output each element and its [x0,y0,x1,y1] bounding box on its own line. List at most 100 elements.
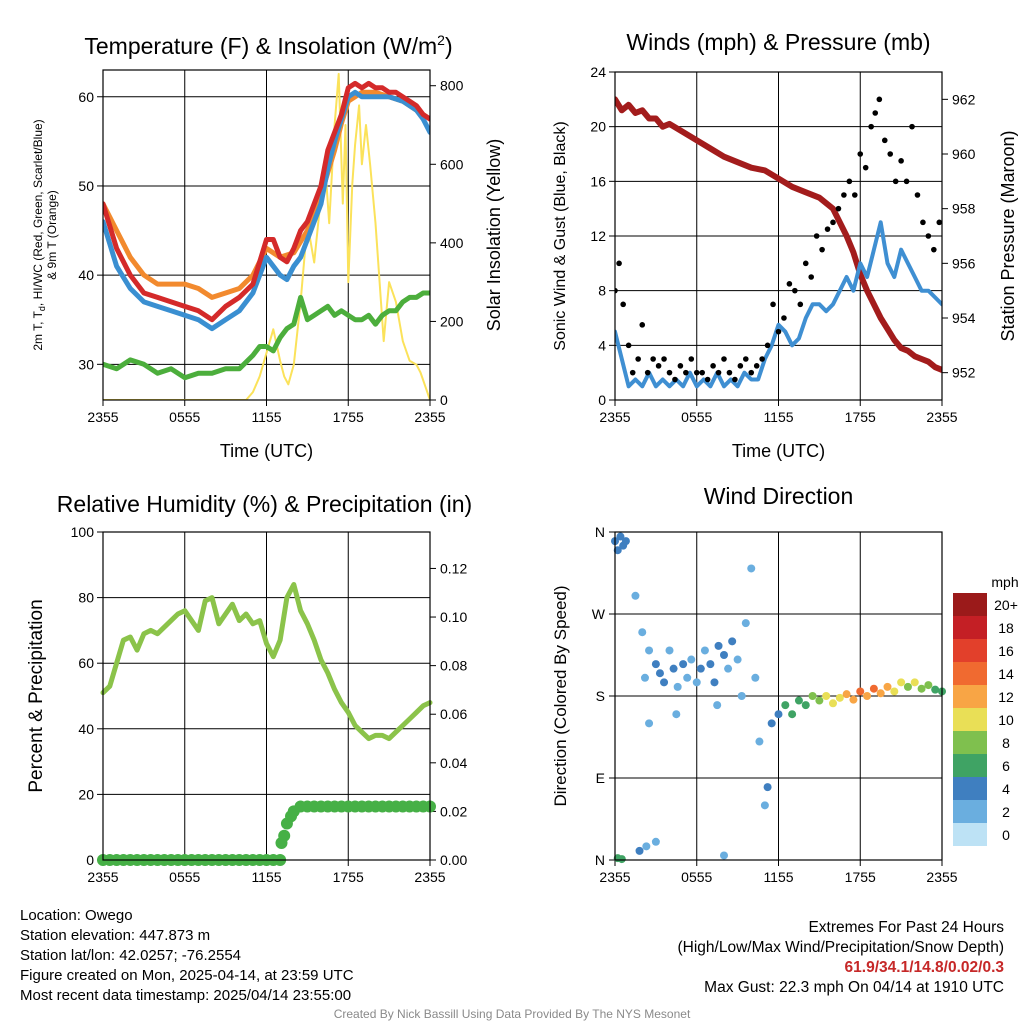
direction-point [835,693,844,702]
y-tick-label: 12 [590,228,606,244]
direction-point [669,664,678,673]
y2-axis-label: Solar Insolation (Yellow) [484,139,504,331]
direction-point [713,701,722,710]
colorbar-tick-label: 12 [998,689,1014,705]
gust-point [931,246,937,253]
x-tick-label: 0555 [169,409,200,425]
gust-point [753,363,760,369]
colorbar-swatch [953,662,987,685]
direction-point [741,619,750,628]
direction-point [672,710,681,719]
gust-point [737,363,744,369]
colorbar-tick-label: 20+ [994,597,1018,613]
gust-point [914,192,921,198]
direction-point [616,532,625,541]
direction-point [763,783,772,792]
y2-tick-label: 0.06 [440,706,467,722]
gust-point [748,369,755,376]
chart-title: Relative Humidity (%) & Precipitation (i… [57,491,472,517]
credit-text: Created By Nick Bassill Using Data Provi… [333,1007,691,1021]
latlon-text: Station lat/lon: 42.0257; -76.2554 [20,947,242,964]
y2-tick-label: 600 [440,156,464,172]
gust-point [620,301,626,308]
x-tick-label: 2355 [87,409,118,425]
direction-point [808,692,817,700]
colorbar-tick-label: 18 [998,620,1014,636]
x-tick-label: 0555 [169,869,200,885]
x-tick-label: 1155 [763,869,793,885]
series-line-2m-td [103,290,430,381]
x-tick-label: 1155 [251,409,281,425]
direction-point [737,692,746,700]
y-tick-label: 16 [590,173,606,189]
winds-panel: 2355 0555 1155 1755 235504812162024952954956… [552,29,1018,461]
y-axis-label-subscript: d [37,306,47,311]
gust-point [819,246,825,253]
gust-point [852,192,858,198]
colorbar-tick-label: 4 [1002,781,1010,797]
direction-point [679,660,688,669]
gust-point [704,376,711,383]
direction-point [856,687,865,696]
x-tick-label: 1755 [333,869,364,885]
direction-point [869,684,878,693]
plot-border [614,531,943,861]
direction-point [651,660,660,669]
direction-point [706,660,715,669]
gust-point [635,356,641,362]
y-tick-label: 0 [86,852,94,868]
series-line-station-pressure [615,96,942,373]
gust-point [629,369,636,376]
chart-title-end: ) [445,33,453,59]
gust-point [688,356,695,362]
plot-border [102,69,431,401]
y2-tick-label: 956 [952,255,976,271]
y-tick-label: 80 [78,590,94,606]
direction-point [645,646,654,655]
y2-tick-label: 0.12 [440,560,467,576]
direction-point [700,646,709,655]
y-axis-label: Sonic Wind & Gust (Blue, Black) [552,121,569,350]
direction-point [815,696,824,705]
plot-border [614,71,943,401]
gust-point [792,287,798,294]
x-tick-label: 1155 [763,409,793,425]
series-line-2m-t [103,80,430,323]
x-tick-label: 1155 [251,869,281,885]
direction-point [822,692,831,700]
series-group [103,72,430,400]
elevation-text: Station elevation: 447.873 m [20,927,211,944]
y-tick-label: 100 [71,524,95,540]
max-gust-text: Max Gust: 22.3 mph On 04/14 at 1910 UTC [704,979,1004,996]
direction-point [755,737,764,746]
x-tick-label: 1755 [333,409,364,425]
x-tick-label: 2355 [414,409,445,425]
direction-point [788,710,797,719]
y-tick-label: 4 [598,337,606,353]
extremes-info: Extremes For Past 24 Hours (High/Low/Max… [678,918,1005,998]
direction-point [767,719,776,728]
gust-point [881,137,888,144]
y-tick-label: W [592,606,606,622]
y2-tick-label: 952 [952,365,976,381]
y2-tick-label: 0.08 [440,658,467,674]
direction-point [897,678,906,687]
y-tick-label: E [596,770,605,786]
gust-point [759,356,765,362]
chart-title-text: Temperature (F) & Insolation (W/m [84,33,437,59]
recent-text: Most recent data timestamp: 2025/04/14 2… [20,987,352,1004]
gust-point [909,123,915,130]
gust-point [721,356,727,362]
colorbar-tick-label: 6 [1002,758,1010,774]
gust-point [936,219,942,226]
station-info: Location: Owego Station elevation: 447.8… [20,906,354,1006]
direction-point [760,801,769,810]
colorbar-tick-label: 2 [1002,804,1010,820]
gust-point [781,315,787,321]
plot-border [102,531,431,861]
direction-point [655,669,664,678]
y-tick-label: 40 [78,267,94,283]
gust-point [710,363,716,369]
direction-point [692,678,701,687]
